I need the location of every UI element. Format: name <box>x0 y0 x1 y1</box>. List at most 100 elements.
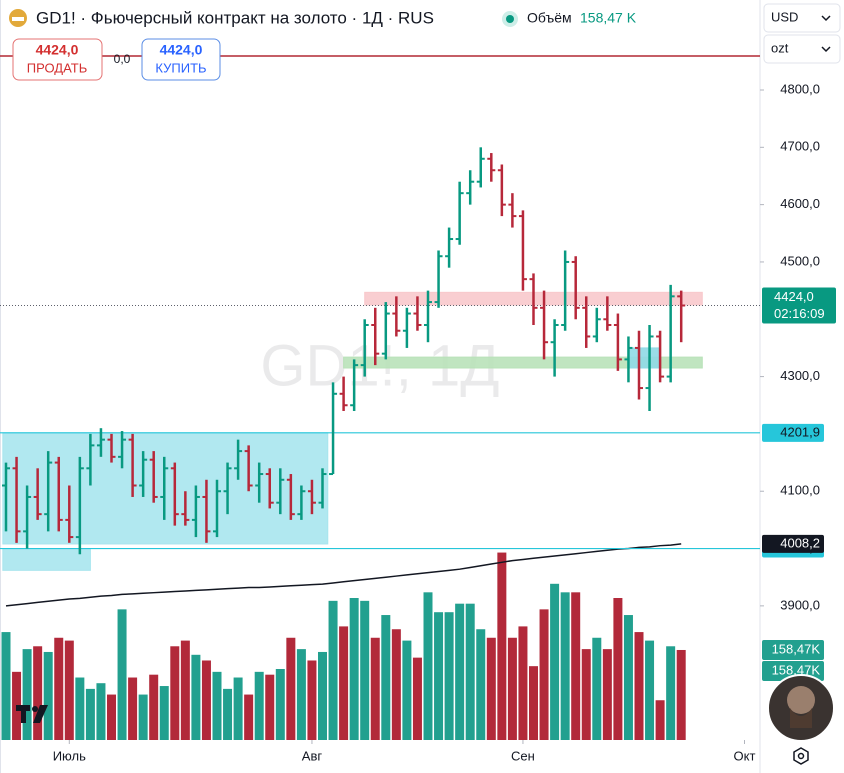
volume-bar <box>296 649 306 740</box>
tv-logo <box>16 705 48 723</box>
y-tick-label: 4100,0 <box>780 483 820 498</box>
x-tick-label: Окт <box>734 748 756 763</box>
volume-label-box <box>762 639 824 660</box>
chevron <box>821 46 831 53</box>
zone <box>2 548 91 571</box>
volume-bar <box>560 592 570 740</box>
status-dot <box>506 15 514 23</box>
sell-button[interactable] <box>12 38 103 81</box>
currency-select[interactable] <box>763 3 841 33</box>
volume-bar <box>476 629 486 740</box>
volume-bar <box>212 671 222 740</box>
volume-bar <box>43 651 53 740</box>
volume-bar <box>391 629 401 740</box>
volume-bar <box>623 615 633 740</box>
volume-bar <box>402 640 412 740</box>
volume-bar <box>307 660 317 740</box>
volume-bar <box>655 700 665 740</box>
sell-price: 4424,0 <box>36 42 79 58</box>
volume-bar <box>54 637 64 740</box>
buy-price: 4424,0 <box>160 42 203 58</box>
volume-bar <box>201 660 211 740</box>
last-price-box <box>762 287 836 324</box>
y-tick-label: 4600,0 <box>780 196 820 211</box>
volume-bar <box>518 626 528 740</box>
volume-bar <box>465 603 475 740</box>
volume-bar <box>360 600 370 740</box>
y-tick-label: 4700,0 <box>780 139 820 154</box>
avatar-face <box>787 686 815 714</box>
sell-label: ПРОДАТЬ <box>27 60 88 75</box>
y-tick-label: 4300,0 <box>780 368 820 383</box>
volume-label: 158,47K <box>772 662 821 677</box>
volume-bar <box>455 603 465 740</box>
volume-bar <box>666 646 676 740</box>
symbol-logo-bar <box>12 17 24 21</box>
y-tick-label: 4500,0 <box>780 253 820 268</box>
volume-bar <box>581 649 591 740</box>
hline-label-box <box>762 423 824 442</box>
x-tick-label: Июль <box>53 748 86 763</box>
volume-title: Объём <box>527 10 572 26</box>
last-price-label: 4424,0 <box>774 289 814 304</box>
volume-bar <box>117 609 127 740</box>
spread: 0,0 <box>114 52 131 66</box>
volume-label: 158,47K <box>772 641 821 656</box>
volume-bar <box>107 694 116 740</box>
volume-value: 158,47 K <box>580 10 637 26</box>
settings-icon[interactable] <box>793 747 809 765</box>
zone <box>343 356 703 369</box>
volume-bar <box>254 671 264 740</box>
volume-bar <box>613 598 623 740</box>
volume-bar <box>318 651 327 740</box>
volume-bar <box>64 640 74 740</box>
volume-bar <box>645 640 655 740</box>
volume-bar <box>539 609 549 740</box>
y-tick-label: 4800,0 <box>780 81 820 96</box>
ma-label-box <box>762 534 824 553</box>
volume-bar <box>159 686 169 740</box>
volume-bar <box>128 677 138 740</box>
volume-bar <box>634 632 644 740</box>
volume-bar <box>550 583 560 740</box>
volume-bar <box>170 646 180 740</box>
x-tick-label: Авг <box>302 748 323 763</box>
volume-bar <box>592 637 602 740</box>
volume-bar <box>412 657 422 740</box>
hline-label: 4201,9 <box>780 424 820 439</box>
volume-bar <box>96 683 106 740</box>
volume-bar <box>529 666 538 740</box>
volume-bar <box>339 626 349 740</box>
buy-button[interactable] <box>141 38 221 81</box>
volume-bar <box>138 694 148 740</box>
volume-bar <box>33 646 43 740</box>
chevron <box>821 15 831 22</box>
volume-bar <box>75 677 85 740</box>
settings-icon-center <box>797 752 805 760</box>
volume-bar <box>275 669 285 740</box>
buy-label: КУПИТЬ <box>155 60 206 75</box>
volume-bar <box>1 632 11 740</box>
volume-bar <box>676 649 686 740</box>
volume-bar <box>497 552 507 740</box>
volume-bar <box>244 694 254 740</box>
y-tick-label: 3900,0 <box>780 597 820 612</box>
volume-bar <box>602 649 612 740</box>
volume-bar <box>233 677 243 740</box>
ma-label: 4008,2 <box>780 535 820 550</box>
chart-title: GD1! · Фьючерсный контракт на золото · 1… <box>36 8 434 27</box>
volume-bar <box>265 674 275 740</box>
x-tick-label: Сен <box>511 748 535 763</box>
volume-bar <box>486 637 496 740</box>
volume-bar <box>444 612 454 740</box>
volume-bar <box>381 615 391 740</box>
moving-average <box>5 543 682 607</box>
unit-select[interactable] <box>763 34 841 64</box>
volume-bar <box>286 637 296 740</box>
volume-bar <box>223 688 233 740</box>
volume-bar <box>328 600 338 740</box>
volume-bar <box>507 637 517 740</box>
